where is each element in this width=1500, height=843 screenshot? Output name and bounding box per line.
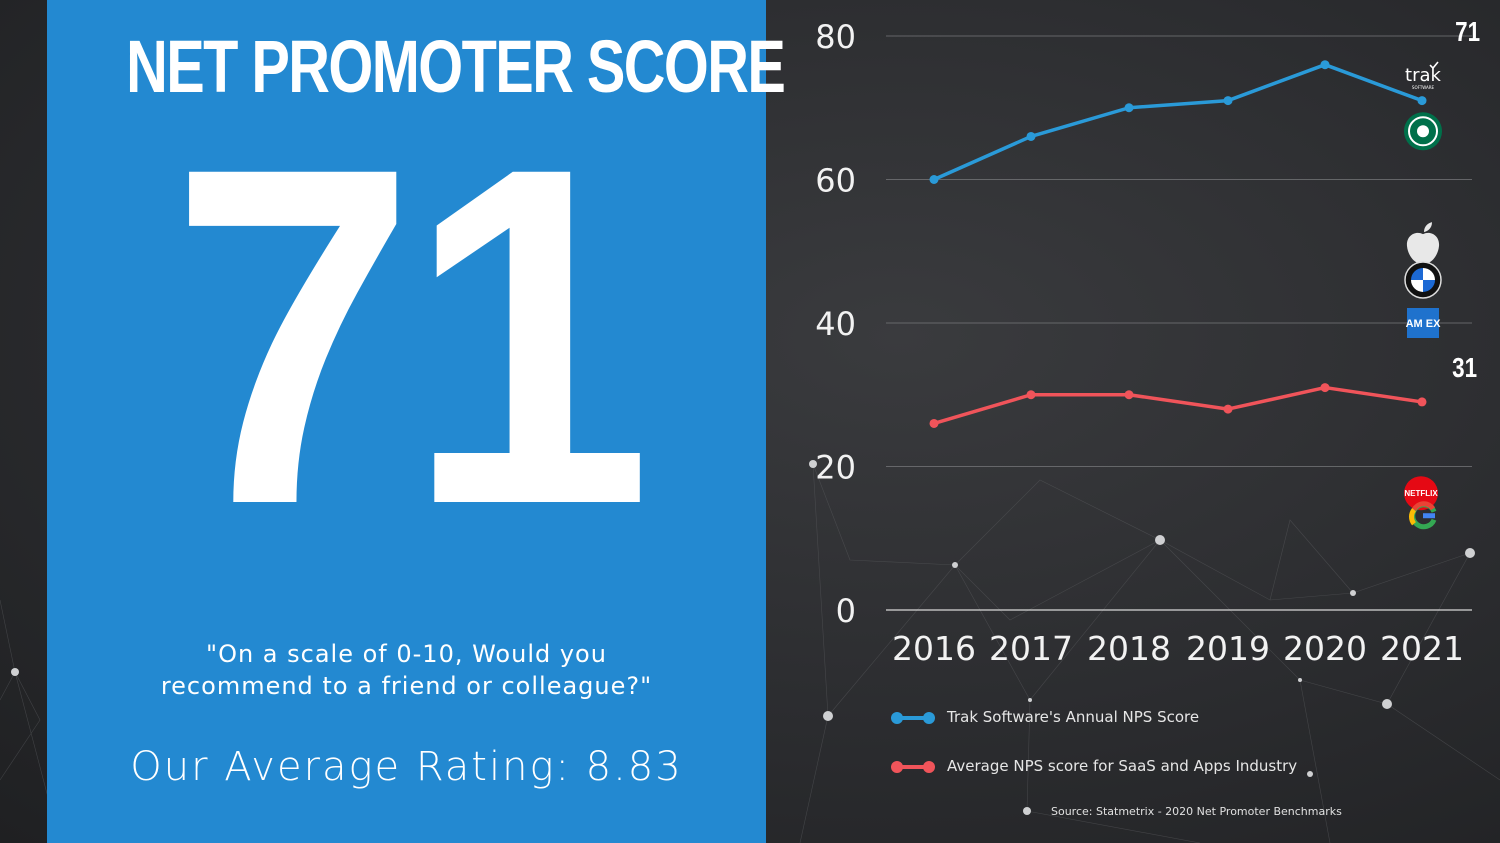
legend-swatch-industry <box>891 761 935 773</box>
series-0-point-2017 <box>1026 131 1036 141</box>
trak-logo-text: trak <box>1405 65 1441 86</box>
source-note: Source: Statmetrix - 2020 Net Promoter B… <box>1051 805 1342 818</box>
series-0-point-2019 <box>1223 96 1233 106</box>
survey-question-line-2: recommend to a friend or colleague?" <box>160 672 653 700</box>
x-tick-label-2017: 2017 <box>989 629 1073 668</box>
apple-logo <box>1406 222 1440 264</box>
chart-grid <box>886 35 1472 611</box>
series-line-1 <box>933 385 1423 426</box>
amex-logo-text: AM EX <box>1406 318 1442 330</box>
x-tick-label-2019: 2019 <box>1186 629 1270 668</box>
y-tick-label-20: 20 <box>815 449 856 487</box>
x-axis-ticks: 2016 2017 2018 2019 2020 2021 <box>892 629 1464 668</box>
trak-logo-subtext: SOFTWARE <box>1412 85 1435 90</box>
bmw-logo <box>1404 261 1442 299</box>
y-tick-label-0: 0 <box>836 592 856 630</box>
trak-end-label: 71 <box>1455 16 1481 47</box>
series-0-point-2018 <box>1124 103 1134 113</box>
series-line-0 <box>933 62 1423 182</box>
x-tick-label-2016: 2016 <box>892 629 976 668</box>
nps-panel: NET PROMOTER SCORE 71 "On a scale of 0-1… <box>47 0 786 843</box>
x-tick-label-2021: 2021 <box>1380 629 1464 668</box>
series-0-point-2021 <box>1417 96 1427 106</box>
x-tick-label-2020: 2020 <box>1283 629 1367 668</box>
series-0-point-2020 <box>1320 60 1330 70</box>
industry-end-label: 31 <box>1452 352 1478 383</box>
series-1-point-2020 <box>1320 383 1330 393</box>
panel-title: NET PROMOTER SCORE <box>126 25 786 108</box>
average-rating: Our Average Rating: 8.83 <box>130 744 683 790</box>
y-tick-label-80: 80 <box>815 18 856 56</box>
legend-label-industry: Average NPS score for SaaS and Apps Indu… <box>947 757 1298 775</box>
nps-score-value: 71 <box>170 67 652 604</box>
y-axis-ticks: 0 20 40 60 80 <box>815 18 856 630</box>
x-tick-label-2018: 2018 <box>1087 629 1171 668</box>
netflix-logo: NETFLIX <box>1404 476 1438 511</box>
nps-line-chart: 0 20 40 60 80 2016 2017 2018 2019 2020 2021 trakS… <box>815 18 1472 668</box>
chart-series <box>929 60 1427 428</box>
y-tick-label-60: 60 <box>815 162 856 200</box>
survey-question-line-1: "On a scale of 0-10, Would you <box>206 640 607 668</box>
y-tick-label-40: 40 <box>815 305 856 343</box>
netflix-logo-text: NETFLIX <box>1404 489 1438 498</box>
google-logo <box>1409 501 1437 530</box>
series-1-point-2018 <box>1124 390 1134 400</box>
legend-swatch-trak <box>891 712 935 724</box>
series-1-point-2019 <box>1223 404 1233 414</box>
legend-label-trak: Trak Software's Annual NPS Score <box>947 708 1200 726</box>
series-1-point-2016 <box>929 418 939 428</box>
amex-logo: AM EX <box>1406 308 1442 338</box>
starbucks-logo <box>1404 112 1442 151</box>
series-1-point-2017 <box>1026 390 1036 400</box>
series-1-point-2021 <box>1417 397 1427 407</box>
survey-question: "On a scale of 0-10, Would you recommend… <box>47 638 766 702</box>
series-0-point-2016 <box>929 175 939 184</box>
